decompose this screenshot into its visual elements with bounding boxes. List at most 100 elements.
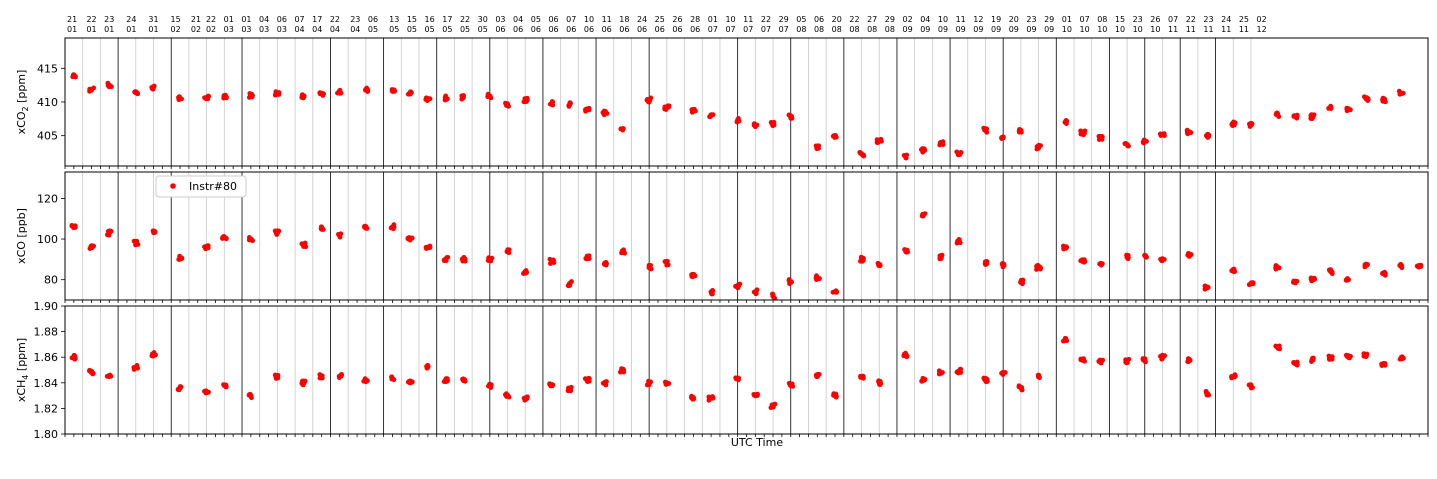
data-point-scatter: [1186, 356, 1192, 362]
data-cluster: [69, 352, 78, 362]
y-tick-label: 415: [37, 62, 58, 75]
data-point-scatter: [1326, 267, 1332, 273]
data-cluster: [1124, 252, 1131, 262]
data-cluster: [272, 89, 282, 98]
data-point-scatter: [246, 235, 252, 240]
data-cluster: [104, 372, 114, 379]
date-day: 22: [460, 15, 470, 24]
data-cluster: [858, 254, 866, 264]
date-day: 04: [920, 15, 930, 24]
data-point-scatter: [1125, 143, 1131, 149]
data-point-scatter: [1018, 385, 1024, 390]
y-tick-label: 1.88: [34, 326, 59, 339]
data-point-scatter: [936, 371, 942, 377]
data-point-scatter: [151, 83, 157, 89]
data-point-scatter: [1081, 259, 1087, 265]
data-point-scatter: [90, 243, 96, 249]
date-month: 08: [867, 25, 877, 34]
date-month: 06: [566, 25, 576, 34]
data-point-scatter: [857, 149, 863, 155]
data-cluster: [149, 350, 158, 359]
data-cluster: [1396, 88, 1406, 97]
data-cluster: [813, 273, 822, 283]
data-point-scatter: [786, 380, 792, 386]
date-month: 11: [1221, 25, 1231, 34]
data-point-scatter: [178, 384, 184, 390]
data-cluster: [176, 253, 185, 262]
date-day: 07: [566, 15, 576, 24]
data-cluster: [389, 374, 397, 383]
axes-frame: [64, 305, 1429, 435]
date-month: 04: [350, 25, 360, 34]
date-day: 06: [368, 15, 378, 24]
data-cluster: [644, 378, 654, 388]
data-cluster: [299, 240, 309, 250]
data-cluster: [362, 85, 371, 94]
data-cluster: [662, 258, 671, 268]
data-point-scatter: [391, 88, 397, 94]
date-month: 09: [902, 25, 912, 34]
data-point-scatter: [1309, 357, 1315, 363]
date-day: 06: [814, 15, 824, 24]
data-cluster: [999, 260, 1007, 270]
data-cluster: [1343, 352, 1353, 361]
data-cluster: [830, 288, 840, 295]
data-point-scatter: [321, 91, 326, 97]
date-day: 21: [67, 15, 77, 24]
data-cluster: [1142, 252, 1149, 260]
data-point-scatter: [1124, 252, 1129, 258]
data-cluster: [246, 91, 255, 100]
data-point-scatter: [407, 235, 413, 241]
data-cluster: [87, 367, 96, 377]
data-point-scatter: [919, 378, 925, 384]
date-month: 06: [619, 25, 629, 34]
date-month: 02: [206, 25, 216, 34]
data-point-scatter: [1344, 106, 1350, 112]
data-point-scatter: [521, 271, 526, 276]
date-day: 04: [259, 15, 269, 24]
date-day: 05: [796, 15, 806, 24]
data-point-scatter: [814, 374, 820, 380]
data-cluster: [299, 92, 307, 101]
data-point-scatter: [646, 378, 651, 384]
data-point-scatter: [1098, 359, 1104, 365]
data-cluster: [1158, 352, 1168, 362]
data-cluster: [1326, 103, 1334, 111]
data-cluster: [1016, 383, 1025, 393]
data-point-scatter: [203, 96, 209, 102]
data-point-scatter: [134, 363, 140, 368]
data-cluster: [936, 368, 945, 377]
date-day: 06: [277, 15, 287, 24]
data-cluster: [486, 381, 494, 390]
data-cluster: [937, 252, 945, 262]
date-day: 29: [885, 15, 895, 24]
data-point-scatter: [1202, 286, 1208, 292]
data-cluster: [858, 373, 866, 381]
data-point-scatter: [1418, 264, 1424, 269]
data-point-scatter: [365, 378, 370, 384]
data-point-scatter: [858, 254, 864, 260]
date-day: 10: [725, 15, 735, 24]
data-cluster: [875, 260, 883, 269]
data-point-scatter: [1018, 129, 1024, 135]
data-point-scatter: [709, 289, 715, 295]
data-point-scatter: [567, 102, 573, 107]
data-point-scatter: [1229, 268, 1235, 274]
data-cluster: [1229, 266, 1238, 275]
data-point-scatter: [1362, 262, 1368, 268]
data-point-scatter: [586, 375, 592, 381]
date-day: 19: [991, 15, 1001, 24]
